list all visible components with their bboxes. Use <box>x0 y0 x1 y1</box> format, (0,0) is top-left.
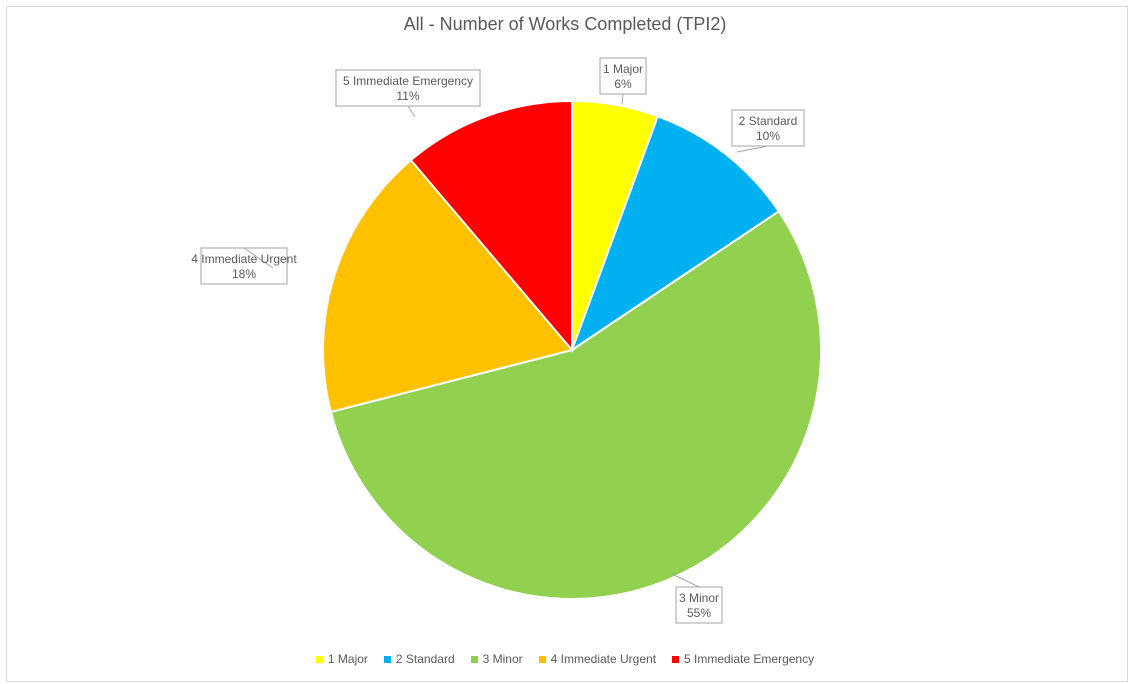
data-label-category: 4 Immediate Urgent <box>191 252 297 266</box>
legend-swatch <box>538 655 546 663</box>
legend-item-4: 4 Immediate Urgent <box>538 652 657 666</box>
chart-title: All - Number of Works Completed (TPI2) <box>403 14 727 34</box>
pie-slice-5 <box>409 99 573 353</box>
legend-swatch <box>315 655 323 663</box>
legend: 1 Major 2 Standard 3 Minor 4 Immediate Urge… <box>0 652 1130 666</box>
data-label-category: 2 Standard <box>739 114 798 128</box>
pie-slice-2 <box>570 114 781 353</box>
data-label-percent: 55% <box>687 606 711 620</box>
legend-item-1: 1 Major <box>315 652 368 666</box>
legend-swatch <box>672 655 680 663</box>
data-label-percent: 10% <box>756 129 780 143</box>
legend-item-2: 2 Standard <box>383 652 455 666</box>
legend-item-3: 3 Minor <box>470 652 523 666</box>
legend-swatch <box>470 655 478 663</box>
data-label-percent: 18% <box>232 267 256 281</box>
data-label-category: 1 Major <box>603 62 643 76</box>
legend-label: 3 Minor <box>482 652 523 666</box>
data-label-category: 5 Immediate Emergency <box>343 74 473 88</box>
legend-label: 5 Immediate Emergency <box>684 652 815 666</box>
data-label-category: 3 Minor <box>679 591 719 605</box>
pie-slice-4 <box>322 158 574 414</box>
legend-item-5: 5 Immediate Emergency <box>672 652 814 666</box>
legend-swatch <box>383 655 391 663</box>
data-label-percent: 11% <box>396 89 419 103</box>
legend-label: 1 Major <box>327 652 368 666</box>
pie-slice-3 <box>329 209 822 601</box>
data-label-percent: 6% <box>614 77 632 91</box>
legend-label: 4 Immediate Urgent <box>550 652 657 666</box>
legend-label: 2 Standard <box>395 652 455 666</box>
